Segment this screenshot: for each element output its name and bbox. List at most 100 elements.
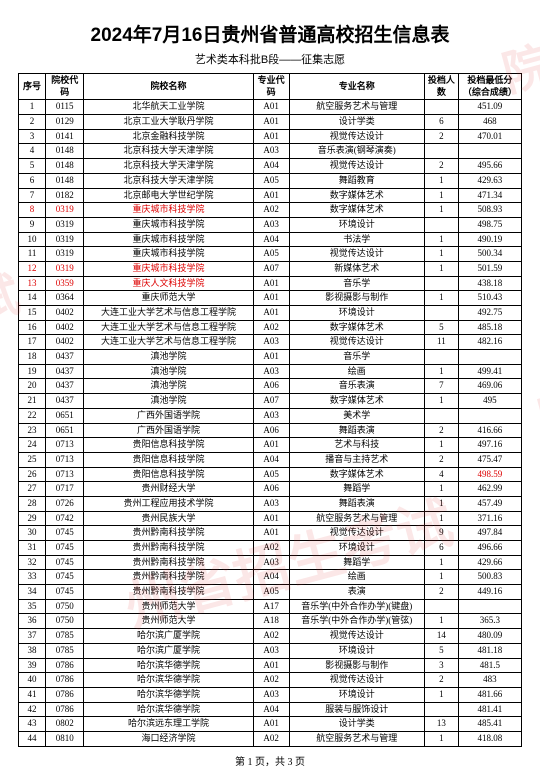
cell-school-code: 0785 (46, 629, 84, 644)
cell-count (424, 144, 458, 159)
cell-major-name: 设计学类 (289, 115, 424, 130)
cell-major-name: 视觉传达设计 (289, 526, 424, 541)
cell-school-code: 0742 (46, 511, 84, 526)
cell-school-code: 0745 (46, 585, 84, 600)
cell-major-code: A01 (253, 511, 289, 526)
cell-score: 429.66 (458, 555, 521, 570)
cell-major-name: 播音与主持艺术 (289, 452, 424, 467)
table-row: 150402大连工业大学艺术与信息工程学院A01环境设计492.75 (19, 306, 522, 321)
cell-major-code: A03 (253, 496, 289, 511)
cell-count: 1 (424, 261, 458, 276)
cell-count: 1 (424, 291, 458, 306)
cell-count (424, 599, 458, 614)
cell-school-code: 0402 (46, 306, 84, 321)
cell-major-code: A01 (253, 115, 289, 130)
cell-score (458, 408, 521, 423)
cell-major-name: 艺术与科技 (289, 438, 424, 453)
cell-school-code: 0786 (46, 673, 84, 688)
cell-score: 501.59 (458, 261, 521, 276)
cell-score: 490.19 (458, 232, 521, 247)
cell-major-code: A18 (253, 614, 289, 629)
cell-score: 510.43 (458, 291, 521, 306)
cell-major-code: A02 (253, 673, 289, 688)
cell-score: 371.16 (458, 511, 521, 526)
table-row: 210437滇池学院A07数字媒体艺术1495 (19, 394, 522, 409)
cell-major-code: A03 (253, 217, 289, 232)
cell-school-code: 0319 (46, 203, 84, 218)
cell-count: 5 (424, 320, 458, 335)
cell-major-name: 视觉传达设计 (289, 335, 424, 350)
cell-seq: 30 (19, 526, 46, 541)
table-row: 430802哈尔滨远东理工学院A01设计学类13485.41 (19, 717, 522, 732)
cell-major-name: 视觉传达设计 (289, 673, 424, 688)
cell-seq: 35 (19, 599, 46, 614)
cell-major-name: 数字媒体艺术 (289, 188, 424, 203)
cell-count: 1 (424, 188, 458, 203)
cell-seq: 13 (19, 276, 46, 291)
cell-seq: 33 (19, 570, 46, 585)
cell-school-code: 0651 (46, 408, 84, 423)
cell-count: 1 (424, 731, 458, 746)
cell-school-name: 贵州黔南科技学院 (84, 585, 253, 600)
cell-score: 481.66 (458, 687, 521, 702)
col-header-major-name: 专业名称 (289, 74, 424, 100)
cell-school-code: 0786 (46, 687, 84, 702)
table-row: 250713贵阳信息科技学院A04播音与主持艺术2475.47 (19, 452, 522, 467)
cell-seq: 26 (19, 467, 46, 482)
table-row: 380785哈尔滨广厦学院A03环境设计5481.18 (19, 643, 522, 658)
col-header-school-code: 院校代码 (46, 74, 84, 100)
cell-score: 451.09 (458, 100, 521, 115)
cell-count (424, 100, 458, 115)
cell-school-code: 0148 (46, 144, 84, 159)
cell-school-code: 0745 (46, 555, 84, 570)
cell-school-code: 0786 (46, 702, 84, 717)
page-subtitle: 艺术类本科批B段——征集志愿 (18, 51, 522, 67)
cell-count: 4 (424, 467, 458, 482)
cell-major-code: A01 (253, 129, 289, 144)
cell-major-name: 书法学 (289, 232, 424, 247)
table-row: 350750贵州师范大学A17音乐学(中外合作办学)(键盘) (19, 599, 522, 614)
cell-count (424, 276, 458, 291)
cell-score (458, 599, 521, 614)
cell-count: 1 (424, 364, 458, 379)
cell-school-name: 滇池学院 (84, 394, 253, 409)
cell-count (424, 306, 458, 321)
cell-major-code: A04 (253, 702, 289, 717)
cell-seq: 11 (19, 247, 46, 262)
cell-major-code: A01 (253, 717, 289, 732)
cell-major-name: 数字媒体艺术 (289, 203, 424, 218)
cell-seq: 19 (19, 364, 46, 379)
table-row: 440810海口经济学院A02航空服务艺术与管理1418.08 (19, 731, 522, 746)
cell-score: 495.66 (458, 159, 521, 174)
cell-seq: 3 (19, 129, 46, 144)
cell-score: 500.34 (458, 247, 521, 262)
cell-major-name: 音乐表演 (289, 379, 424, 394)
cell-major-name: 设计学类 (289, 717, 424, 732)
cell-school-code: 0717 (46, 482, 84, 497)
cell-school-code: 0129 (46, 115, 84, 130)
cell-school-name: 重庆人文科技学院 (84, 276, 253, 291)
cell-seq: 44 (19, 731, 46, 746)
cell-major-name: 舞蹈学 (289, 555, 424, 570)
cell-major-name: 航空服务艺术与管理 (289, 731, 424, 746)
cell-major-code: A01 (253, 526, 289, 541)
table-row: 20129北京工业大学耿丹学院A01设计学类6468 (19, 115, 522, 130)
cell-count: 2 (424, 423, 458, 438)
cell-count (424, 408, 458, 423)
cell-major-name: 环境设计 (289, 217, 424, 232)
cell-major-name: 新媒体艺术 (289, 261, 424, 276)
cell-major-code: A03 (253, 687, 289, 702)
cell-count: 2 (424, 129, 458, 144)
cell-count: 5 (424, 643, 458, 658)
cell-score: 497.16 (458, 438, 521, 453)
cell-school-code: 0364 (46, 291, 84, 306)
table-row: 10115北华航天工业学院A01航空服务艺术与管理451.09 (19, 100, 522, 115)
cell-score: 462.99 (458, 482, 521, 497)
cell-school-code: 0651 (46, 423, 84, 438)
cell-count: 2 (424, 159, 458, 174)
cell-major-code: A01 (253, 350, 289, 365)
cell-school-name: 贵阳信息科技学院 (84, 467, 253, 482)
cell-major-name: 航空服务艺术与管理 (289, 511, 424, 526)
cell-school-code: 0182 (46, 188, 84, 203)
cell-school-code: 0437 (46, 394, 84, 409)
